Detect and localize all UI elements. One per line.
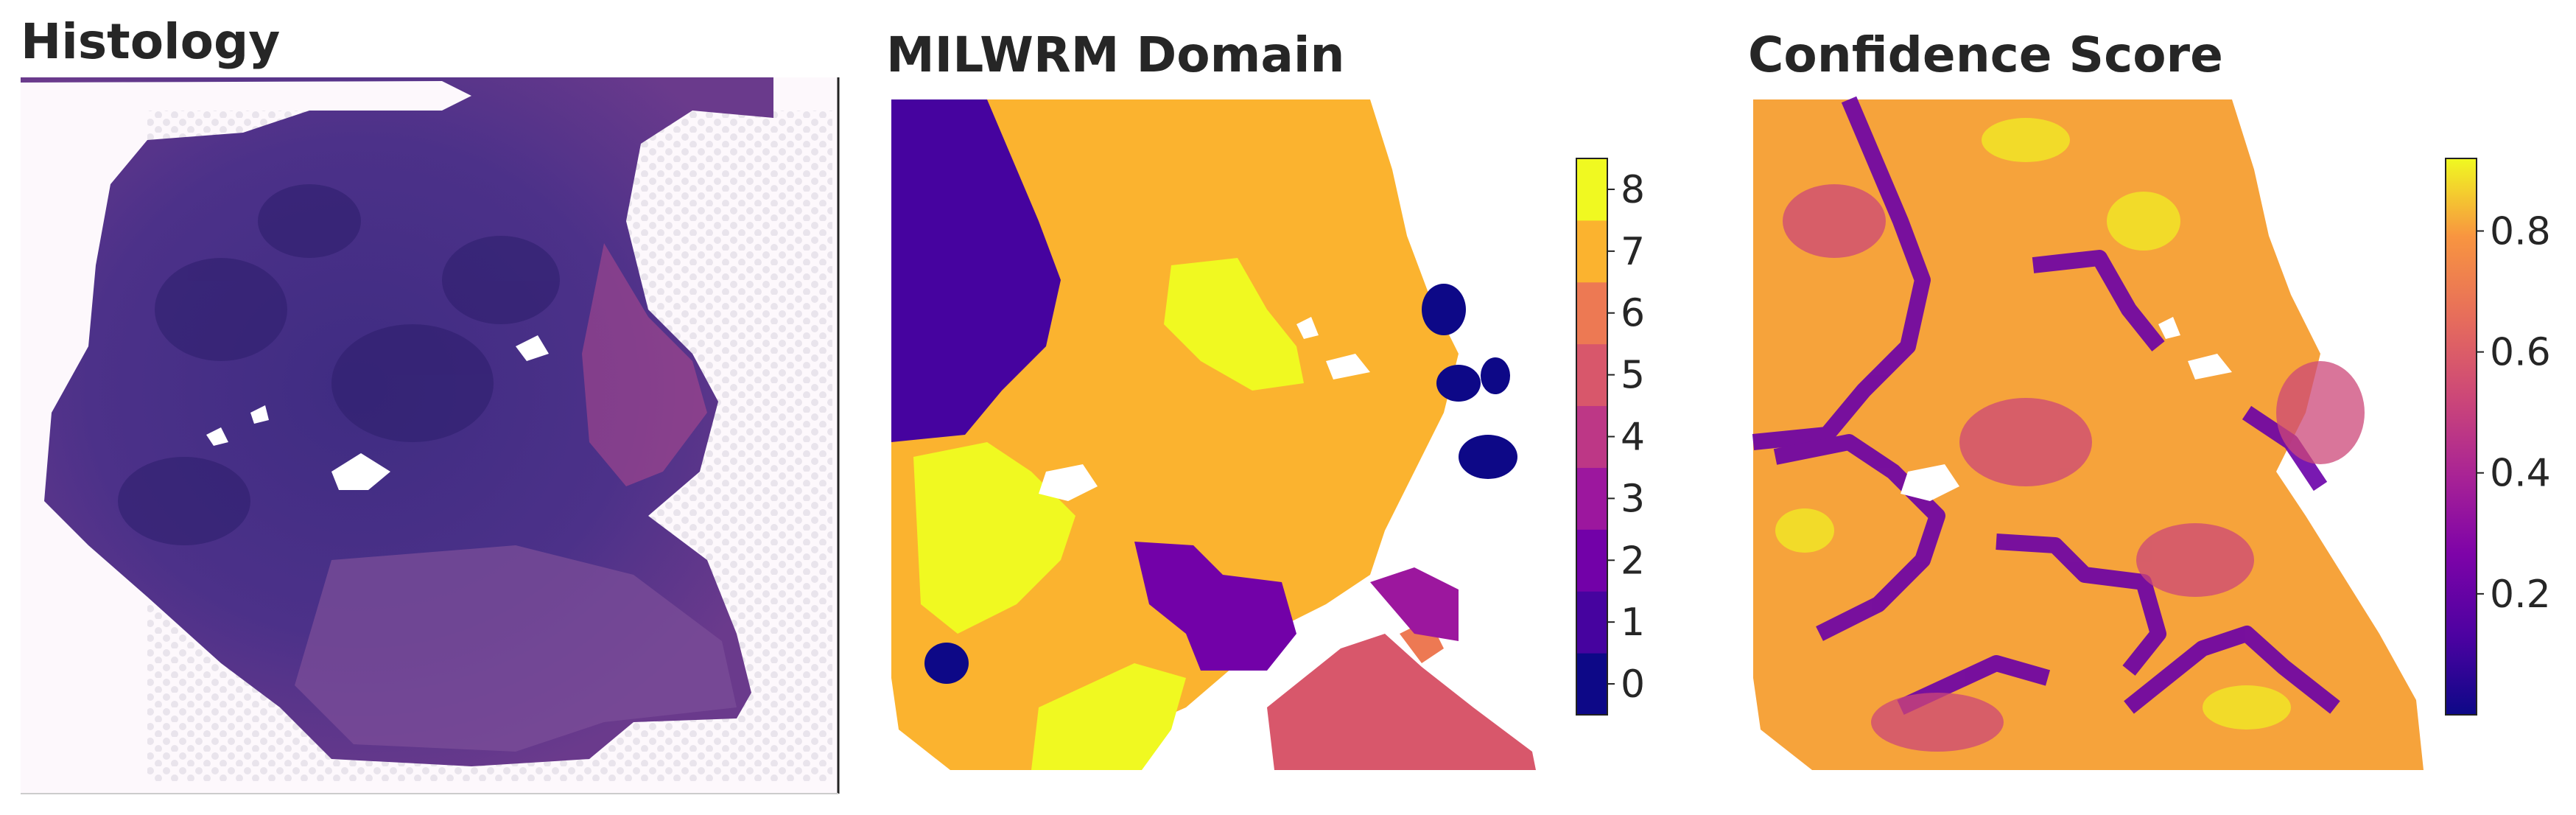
domain-map xyxy=(891,99,1536,770)
colorbar-level-7 xyxy=(1576,220,1607,283)
domain-3-region xyxy=(1370,567,1459,641)
confidence-map xyxy=(1752,96,2424,770)
stain-blotches xyxy=(118,184,560,545)
histology-title: Histology xyxy=(21,13,281,70)
colorbar-tick-label: 8 xyxy=(1621,168,1645,212)
colorbar-level-4 xyxy=(1576,405,1607,468)
histology-image xyxy=(21,77,840,794)
domain-0-clusters xyxy=(924,284,1517,684)
colorbar-tick-label: 4 xyxy=(1621,416,1645,460)
glandular-region xyxy=(295,545,737,752)
colorbar-tick-label: 7 xyxy=(1621,230,1645,274)
colorbar-level-3 xyxy=(1576,467,1607,530)
empty-spots-confidence xyxy=(1901,317,2232,501)
colorbar-level-1 xyxy=(1576,591,1607,654)
stroma-region xyxy=(582,243,707,486)
colorbar-tick-label: 0.8 xyxy=(2490,209,2551,253)
colorbar-level-5 xyxy=(1576,343,1607,407)
milwrm-domain-panel: MILWRM Domain xyxy=(854,0,1716,815)
low-confidence-borders xyxy=(1752,96,2340,715)
colorbar-tick-label: 2 xyxy=(1621,539,1645,583)
confidence-score-map: 0.2 0.4 0.6 0.8 xyxy=(1752,96,2551,770)
colorbar-gradient xyxy=(2445,158,2477,716)
colorbar-level-6 xyxy=(1576,281,1607,345)
domain-8-region xyxy=(913,442,1075,634)
milwrm-domain-map: 0 1 2 3 4 5 6 7 8 xyxy=(891,99,1645,770)
milwrm-colorbar: 0 1 2 3 4 5 6 7 8 xyxy=(1576,158,1645,716)
colorbar-tick-label: 0.2 xyxy=(2490,573,2551,617)
colorbar-tick-label: 0.4 xyxy=(2490,452,2551,496)
colorbar-tick-label: 1 xyxy=(1621,601,1645,645)
colorbar-tick-label: 6 xyxy=(1621,292,1645,336)
empty-spots xyxy=(1039,317,1370,501)
colorbar-level-8 xyxy=(1576,158,1607,221)
colorbar-level-0 xyxy=(1576,653,1607,716)
high-confidence-patches xyxy=(1775,118,2291,730)
mid-confidence-patches xyxy=(1783,184,2365,752)
domain-5-region xyxy=(1267,634,1536,770)
colorbar-tick-label: 3 xyxy=(1621,477,1645,521)
domain-2-region xyxy=(1134,542,1296,671)
confidence-colorbar: 0.2 0.4 0.6 0.8 xyxy=(2445,158,2551,716)
domain-8-upper xyxy=(1164,258,1304,391)
colorbar-tick-label: 0.6 xyxy=(2490,331,2551,375)
milwrm-domain-title: MILWRM Domain xyxy=(886,27,1345,83)
confidence-score-title: Confidence Score xyxy=(1748,27,2223,83)
white-lumens xyxy=(206,335,549,490)
colorbar-tick-label: 5 xyxy=(1621,354,1645,398)
domain-8-bottom xyxy=(1031,663,1186,770)
confidence-score-panel: Confidence Score xyxy=(1716,0,2576,815)
colorbar-level-2 xyxy=(1576,529,1607,592)
domain-1-region xyxy=(891,99,1061,442)
histology-panel: Histology xyxy=(0,0,854,815)
colorbar-tick-label: 0 xyxy=(1621,662,1645,707)
